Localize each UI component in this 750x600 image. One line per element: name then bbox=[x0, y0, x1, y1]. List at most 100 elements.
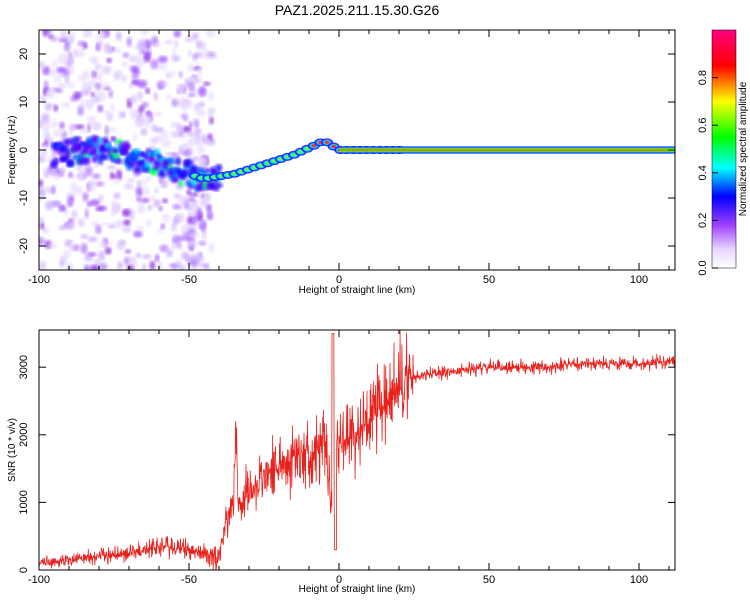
signal-blob bbox=[331, 144, 337, 149]
noise-blob bbox=[134, 118, 144, 127]
noise-blob bbox=[61, 102, 71, 109]
noise-blob bbox=[180, 195, 188, 205]
noise-blob bbox=[45, 156, 52, 163]
noise-blob bbox=[182, 113, 188, 122]
noise-blob bbox=[187, 63, 195, 73]
signal-blob bbox=[157, 170, 167, 179]
noise-blob bbox=[126, 36, 132, 47]
signal-blob bbox=[115, 158, 123, 165]
noise-blob bbox=[87, 236, 98, 243]
noise-blob bbox=[42, 66, 51, 76]
noise-blob bbox=[198, 240, 207, 246]
noise-blob bbox=[183, 98, 193, 106]
signal-blob bbox=[304, 147, 310, 151]
noise-blob bbox=[198, 157, 204, 165]
colorbar-tick-label: 0.8 bbox=[697, 70, 709, 85]
noise-blob bbox=[164, 40, 174, 45]
noise-blob bbox=[129, 55, 137, 63]
signal-blob bbox=[110, 136, 117, 142]
noise-blob bbox=[77, 105, 84, 116]
noise-blob bbox=[102, 82, 112, 88]
noise-blob bbox=[100, 93, 107, 102]
noise-blob bbox=[80, 243, 88, 254]
signal-blob bbox=[214, 182, 223, 188]
noise-blob bbox=[106, 57, 113, 64]
signal-blob bbox=[175, 157, 182, 166]
noise-blob bbox=[58, 225, 67, 231]
noise-blob bbox=[80, 234, 89, 239]
snr-ytick-label: 1000 bbox=[18, 490, 30, 514]
noise-blob bbox=[107, 127, 117, 133]
noise-blob bbox=[203, 81, 211, 86]
noise-blob bbox=[59, 166, 66, 176]
noise-blob bbox=[82, 42, 88, 49]
noise-blob bbox=[198, 86, 207, 97]
noise-blob bbox=[161, 213, 171, 223]
colorbar-tick-label: 0.6 bbox=[697, 118, 709, 133]
steady-signal-band bbox=[339, 149, 675, 151]
signal-blob bbox=[311, 144, 317, 148]
signal-blob bbox=[112, 153, 120, 160]
snr-ylabel: SNR (10 * v/v) bbox=[7, 418, 18, 482]
noise-blob bbox=[117, 69, 124, 79]
noise-blob bbox=[98, 241, 108, 248]
snr-xtick-label: 100 bbox=[630, 574, 648, 586]
noise-blob bbox=[79, 46, 86, 55]
noise-blob bbox=[187, 228, 196, 237]
noise-blob bbox=[132, 132, 138, 142]
noise-blob bbox=[98, 250, 106, 262]
noise-blob bbox=[149, 137, 158, 144]
noise-blob bbox=[121, 226, 132, 233]
noise-blob bbox=[88, 79, 96, 87]
noise-blob bbox=[111, 178, 121, 184]
noise-blob bbox=[193, 77, 202, 84]
noise-blob bbox=[207, 108, 214, 117]
noise-blob bbox=[198, 265, 205, 270]
snr-xtick-label: 0 bbox=[336, 574, 342, 586]
noise-blob bbox=[98, 194, 104, 202]
noise-blob bbox=[43, 121, 50, 133]
noise-blob bbox=[145, 87, 151, 95]
noise-blob bbox=[191, 216, 198, 226]
noise-blob bbox=[207, 51, 217, 59]
noise-blob bbox=[59, 255, 67, 264]
noise-blob bbox=[107, 46, 113, 54]
noise-blob bbox=[121, 75, 127, 83]
noise-blob bbox=[58, 37, 68, 43]
noise-blob bbox=[124, 183, 134, 190]
noise-blob bbox=[68, 196, 74, 202]
noise-blob bbox=[56, 66, 67, 73]
noise-blob bbox=[64, 239, 72, 248]
noise-blob bbox=[160, 179, 168, 189]
noise-blob bbox=[153, 199, 162, 208]
noise-blob bbox=[126, 264, 135, 270]
noise-blob bbox=[107, 165, 116, 170]
noise-blob bbox=[39, 260, 47, 270]
spectrogram-xtick-label: 50 bbox=[483, 274, 495, 286]
signal-blob bbox=[169, 158, 176, 165]
noise-blob bbox=[123, 219, 131, 226]
noise-blob bbox=[71, 209, 78, 220]
noise-blob bbox=[187, 197, 196, 202]
noise-blob bbox=[161, 81, 169, 87]
noise-blob bbox=[73, 91, 82, 100]
noise-blob bbox=[140, 197, 150, 203]
noise-blob bbox=[197, 251, 203, 258]
snr-xlabel: Height of straight line (km) bbox=[299, 584, 416, 595]
noise-blob bbox=[192, 156, 197, 167]
signal-blob bbox=[190, 165, 199, 174]
signal-blob bbox=[178, 179, 184, 187]
signal-blob bbox=[146, 155, 156, 163]
noise-blob bbox=[82, 32, 93, 39]
noise-blob bbox=[131, 66, 140, 76]
noise-blob bbox=[101, 222, 110, 227]
noise-blob bbox=[51, 118, 56, 123]
noise-blob bbox=[50, 35, 58, 43]
noise-blob bbox=[178, 70, 183, 78]
noise-blob bbox=[171, 265, 177, 270]
noise-blob bbox=[190, 135, 195, 145]
noise-blob bbox=[158, 55, 168, 63]
noise-blob bbox=[191, 32, 199, 40]
noise-blob bbox=[187, 81, 196, 92]
noise-blob bbox=[82, 69, 90, 80]
